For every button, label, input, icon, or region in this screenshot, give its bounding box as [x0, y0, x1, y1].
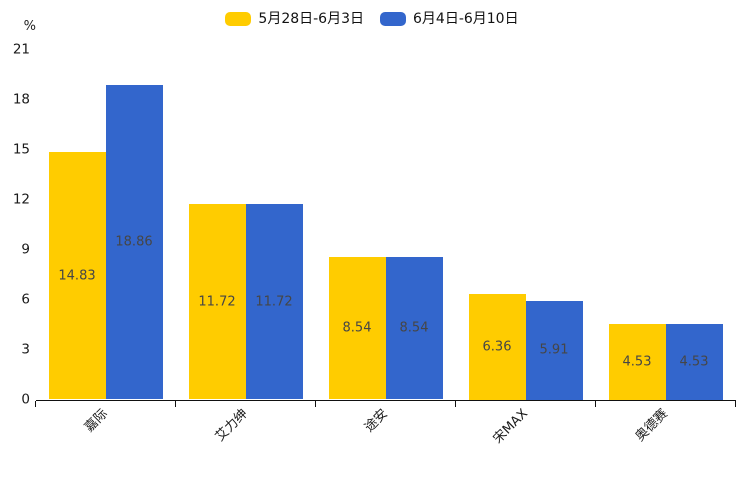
bar-period-2-4[interactable]: 5.91: [525, 301, 583, 400]
y-axis-tick-label: 12: [12, 190, 30, 207]
legend-item-period-1[interactable]: 5月28日-6月3日: [225, 11, 364, 27]
y-axis-unit-label: %: [23, 19, 36, 34]
x-axis-tick: [174, 401, 177, 407]
bar-period-1-2[interactable]: 11.72: [188, 204, 246, 400]
bar-value-label: 18.86: [115, 234, 153, 250]
bar-value-label: 11.72: [255, 294, 293, 310]
bar-value-label: 5.91: [539, 342, 569, 358]
bar-period-2-1[interactable]: 18.86: [105, 85, 163, 400]
bar-value-label: 8.54: [342, 320, 372, 336]
bar-value-label: 8.54: [399, 320, 429, 336]
x-axis-tick: [314, 401, 317, 407]
x-axis-line: [35, 399, 736, 401]
bar-value-label: 6.36: [482, 339, 512, 354]
bar-period-2-3[interactable]: 8.54: [385, 257, 443, 400]
x-axis-tick: [594, 401, 597, 407]
y-axis-tick-label: 3: [21, 340, 30, 357]
bar-value-label: 4.53: [679, 354, 709, 370]
bar-value-label: 14.83: [58, 268, 96, 284]
bar-period-1-1[interactable]: 14.83: [48, 152, 106, 400]
y-axis-tick-label: 9: [21, 240, 30, 257]
y-axis-tick-label: 21: [12, 40, 30, 57]
legend-item-period-2[interactable]: 6月4日-6月10日: [380, 11, 519, 27]
x-axis-tick: [454, 401, 457, 407]
legend-label-period-2: 6月4日-6月10日: [413, 11, 519, 27]
x-axis-tick: [34, 401, 37, 407]
x-axis-category-label-3: 途安: [361, 406, 391, 436]
x-axis-category-label-5: 奥德赛: [632, 406, 671, 445]
y-axis-tick-label: 0: [21, 390, 30, 407]
x-axis-category-label-1: 嘉际: [81, 406, 111, 436]
bar-period-1-3[interactable]: 8.54: [328, 257, 386, 400]
bar-period-1-5[interactable]: 4.53: [608, 324, 666, 400]
y-axis-tick-label: 6: [21, 290, 30, 307]
x-axis-category-label-4: 宋MAX: [490, 406, 531, 447]
legend-label-period-1: 5月28日-6月3日: [258, 11, 364, 27]
y-axis-tick-label: 18: [12, 90, 30, 107]
bar-value-label: 11.72: [198, 294, 236, 310]
x-axis-tick: [734, 401, 737, 407]
bar-period-2-2[interactable]: 11.72: [245, 204, 303, 400]
bar-period-1-4[interactable]: 6.36: [468, 293, 526, 400]
legend-swatch-yellow: [225, 12, 252, 26]
bar-value-label: 4.53: [622, 354, 652, 370]
bar-period-2-5[interactable]: 4.53: [665, 324, 723, 400]
legend-swatch-blue: [380, 12, 406, 26]
chart-legend: 5月28日-6月3日 6月4日-6月10日: [0, 11, 744, 27]
x-axis-category-label-2: 艾力绅: [212, 406, 251, 445]
y-axis-tick-label: 15: [12, 140, 30, 157]
